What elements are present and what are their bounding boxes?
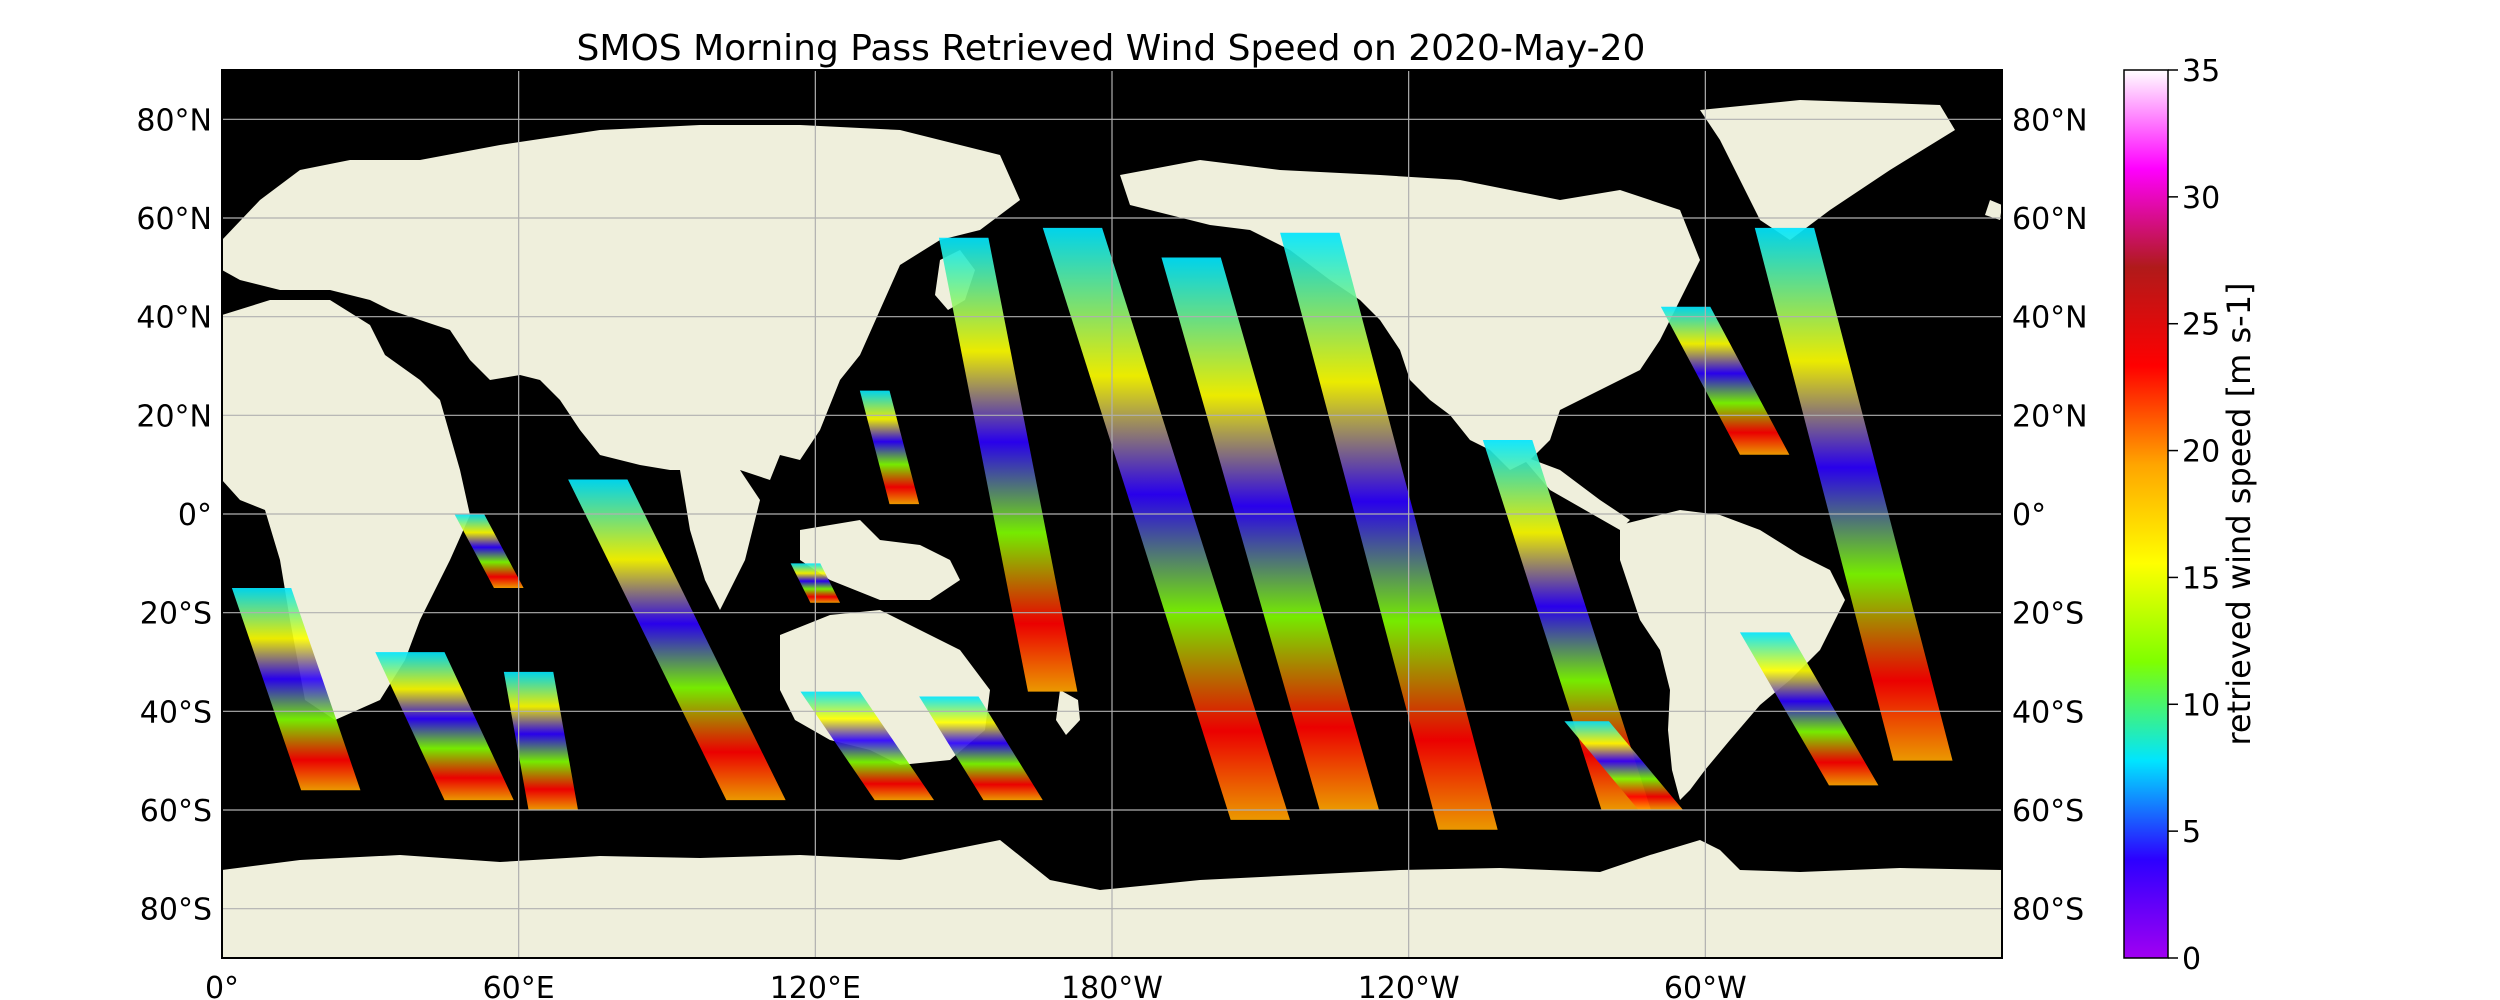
- latitude-label: 80°S: [140, 893, 212, 928]
- map-area: [222, 70, 2002, 958]
- colorbar-tick-label: 25: [2182, 308, 2220, 343]
- colorbar-tick-label: 15: [2182, 561, 2220, 596]
- colorbar-tick-label: 35: [2182, 54, 2220, 89]
- latitude-label: 60°N: [136, 202, 212, 237]
- latitude-labels-left: 80°N 60°N 40°N 20°N 0° 20°S 40°S 60°S 80°S: [136, 103, 212, 927]
- land-masses: [222, 100, 2002, 958]
- wind-speed-swaths: [231, 227, 1953, 830]
- latitude-label: 20°N: [136, 399, 212, 434]
- latitude-label: 20°S: [140, 597, 212, 632]
- longitude-label: 0°: [205, 971, 239, 1000]
- longitude-label: 120°E: [770, 971, 861, 1000]
- wind-swath: [800, 691, 934, 801]
- land-british-isles: [1985, 200, 2002, 220]
- land-greenland: [1700, 100, 1955, 240]
- colorbar: 0 5 10 15 20 25 30 35 retrieved wind speed [m s…: [2123, 54, 2258, 977]
- land-north-america: [1120, 160, 1700, 470]
- latitude-label: 80°S: [2012, 893, 2084, 928]
- colorbar-tick-label: 30: [2182, 181, 2220, 216]
- colorbar-tick-label: 20: [2182, 435, 2220, 470]
- land-new-zealand: [1056, 690, 1080, 735]
- latitude-label: 60°S: [2012, 794, 2084, 829]
- land-africa: [222, 300, 470, 720]
- map-gridlines: [222, 70, 2002, 958]
- wind-swath: [1660, 306, 1790, 455]
- latitude-label: 60°N: [2012, 202, 2088, 237]
- latitude-label: 40°S: [140, 695, 212, 730]
- latitude-label: 0°: [178, 498, 212, 533]
- colorbar-tick-label: 10: [2182, 688, 2220, 723]
- longitude-label: 180°W: [1061, 971, 1163, 1000]
- wind-swath: [1161, 257, 1379, 810]
- wind-swath: [859, 390, 920, 505]
- wind-swath: [1754, 227, 1953, 761]
- wind-swath: [375, 652, 514, 801]
- latitude-label: 80°N: [136, 103, 212, 138]
- map-title: SMOS Morning Pass Retrieved Wind Speed o…: [577, 28, 1646, 69]
- wind-swath: [938, 237, 1078, 692]
- latitude-label: 20°N: [2012, 399, 2088, 434]
- colorbar-tick-label: 0: [2182, 942, 2201, 977]
- latitude-label: 0°: [2012, 498, 2046, 533]
- longitude-label: 60°W: [1664, 971, 1747, 1000]
- map-frame: [221, 69, 2003, 959]
- latitude-label: 20°S: [2012, 597, 2084, 632]
- latitude-label: 60°S: [140, 794, 212, 829]
- colorbar-ticks: 0 5 10 15 20 25 30 35: [2168, 54, 2220, 977]
- colorbar-gradient: [2123, 69, 2169, 959]
- wind-swath: [454, 514, 524, 588]
- land-indonesia: [800, 520, 960, 600]
- land-south-america: [1620, 510, 1845, 800]
- wind-swath: [503, 671, 578, 810]
- longitude-label: 60°E: [483, 971, 555, 1000]
- latitude-label: 80°N: [2012, 103, 2088, 138]
- latitude-label: 40°N: [136, 301, 212, 336]
- wind-swath: [231, 588, 361, 791]
- wind-swath: [1042, 227, 1290, 820]
- colorbar-tick-label: 5: [2182, 815, 2201, 850]
- land-central-america: [1520, 455, 1630, 530]
- land-eurasia: [222, 125, 1020, 480]
- latitude-label: 40°S: [2012, 695, 2084, 730]
- wind-swath: [1280, 232, 1498, 830]
- wind-swath: [568, 479, 786, 801]
- wind-swath: [1739, 632, 1879, 786]
- wind-swath: [1482, 440, 1651, 810]
- wind-swath: [1564, 721, 1684, 810]
- wind-swath: [919, 696, 1043, 801]
- longitude-labels: 0° 60°E 120°E 180°W 120°W 60°W: [205, 971, 1747, 1000]
- colorbar-label: retrieved wind speed [m s-1]: [2220, 282, 2258, 745]
- latitude-label: 40°N: [2012, 301, 2088, 336]
- latitude-labels-right: 80°N 60°N 40°N 20°N 0° 20°S 40°S 60°S 80°S: [2012, 103, 2088, 927]
- land-india: [680, 470, 760, 610]
- longitude-label: 120°W: [1358, 971, 1460, 1000]
